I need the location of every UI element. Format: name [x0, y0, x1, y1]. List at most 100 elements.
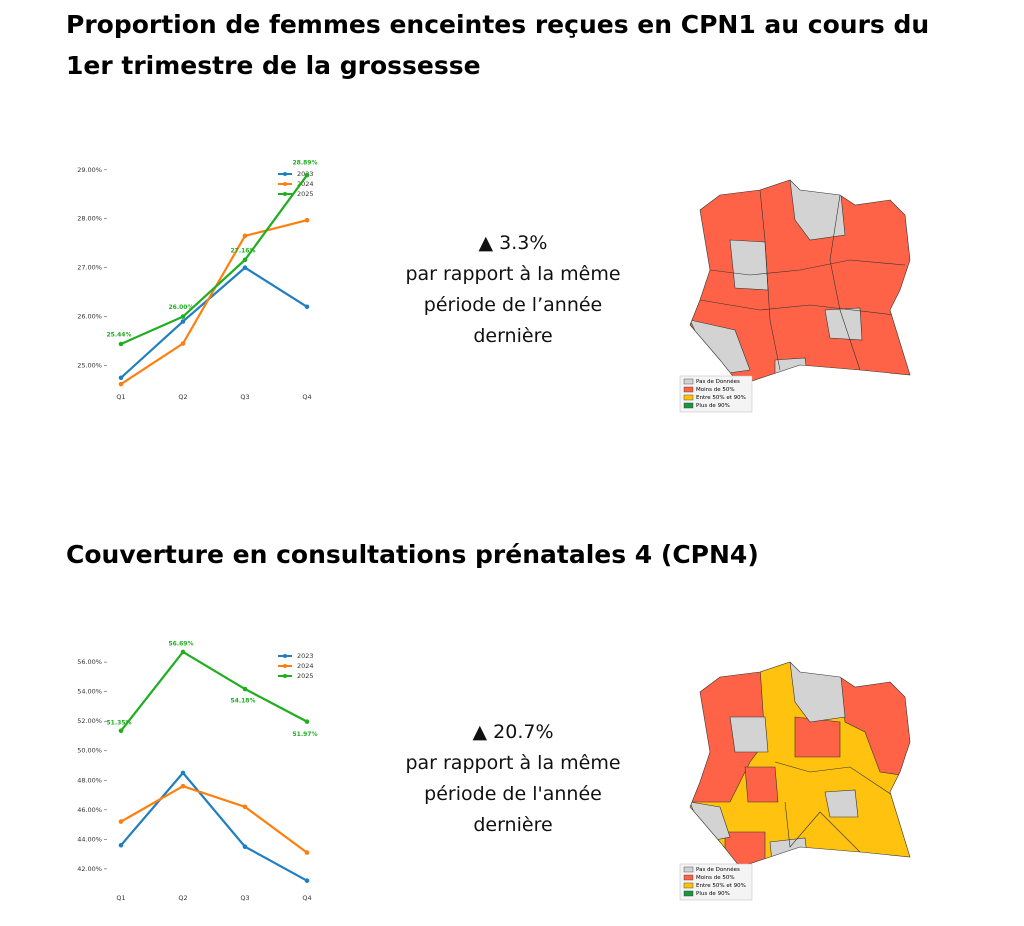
map-region — [769, 837, 809, 863]
data-point — [180, 314, 186, 319]
map-border — [829, 194, 861, 371]
data-point — [118, 819, 124, 824]
section-title: Couverture en consultations prénatales 4… — [66, 540, 759, 569]
legend-marker — [283, 674, 287, 678]
map: Pas de Données Moins de 50% Entre 50% et… — [679, 179, 911, 413]
x-tick-label: Q2 — [178, 894, 187, 902]
legend-swatch — [683, 394, 694, 401]
legend-label: 2023 — [297, 652, 314, 660]
data-point — [180, 341, 186, 346]
series-line — [120, 650, 308, 732]
data-point — [242, 265, 248, 270]
data-label: 25.44% — [107, 332, 132, 339]
legend-swatch — [683, 386, 694, 393]
legend-label: 2025 — [297, 190, 314, 198]
data-point — [180, 649, 186, 655]
data-point — [304, 304, 310, 310]
y-tick-label: 50.00% — [77, 747, 102, 755]
data-point — [242, 686, 248, 692]
y-tick-label: 54.00% — [77, 688, 102, 696]
legend-marker — [283, 192, 287, 196]
legend-label: Moins de 50% — [696, 387, 735, 393]
data-point — [242, 844, 248, 850]
legend-label: Entre 50% et 90% — [696, 883, 746, 889]
legend-marker — [283, 654, 287, 658]
legend-swatch — [683, 874, 694, 881]
data-point — [242, 257, 248, 263]
data-label: 51.97% — [293, 731, 318, 738]
data-point — [304, 172, 310, 178]
map-border — [759, 189, 781, 371]
map: Pas de Données Moins de 50% Entre 50% et… — [679, 661, 911, 901]
legend-swatch — [683, 890, 694, 897]
data-point — [304, 217, 310, 223]
map-region — [839, 671, 910, 778]
legend-swatch — [683, 866, 694, 873]
data-label: 56.69% — [169, 640, 194, 647]
map-region — [794, 716, 841, 758]
legend-label: 2024 — [297, 662, 314, 670]
x-tick-label: Q3 — [240, 894, 249, 902]
data-label: 27.16% — [231, 247, 256, 254]
legend-swatch — [683, 378, 694, 385]
series-line — [120, 219, 308, 386]
series-line — [120, 266, 308, 379]
section-title: Proportion de femmes enceintes reçues en… — [66, 10, 930, 80]
y-tick-label: 29.00% — [77, 166, 102, 174]
map-border — [784, 801, 861, 853]
series-line — [120, 174, 308, 346]
y-tick-label: 48.00% — [77, 776, 102, 784]
data-point — [118, 375, 124, 381]
x-tick-label: Q1 — [116, 894, 125, 902]
data-label: 51.35% — [107, 719, 132, 726]
legend-label: Pas de Données — [696, 866, 740, 873]
y-tick-label: 26.00% — [77, 313, 102, 321]
map-region — [824, 789, 859, 818]
data-point — [118, 728, 124, 734]
legend-swatch — [683, 882, 694, 889]
map-border — [699, 299, 896, 316]
data-point — [180, 783, 186, 789]
x-tick-label: Q1 — [116, 393, 125, 401]
data-label: 26.00% — [169, 304, 194, 311]
x-tick-label: Q2 — [178, 393, 187, 401]
legend-label: 2024 — [297, 180, 314, 188]
series-line — [120, 771, 308, 882]
map-region — [744, 766, 779, 803]
y-tick-label: 42.00% — [77, 865, 102, 873]
data-point — [304, 878, 310, 883]
change-value: ▲ 3.3% — [478, 232, 548, 254]
data-point — [242, 233, 248, 239]
legend-label: Pas de Données — [696, 378, 740, 385]
legend-label: Entre 50% et 90% — [696, 395, 746, 401]
change-block: ▲ 20.7% par rapport à la même période de… — [393, 717, 633, 841]
y-tick-label: 52.00% — [77, 717, 102, 725]
map-border — [709, 259, 906, 276]
y-tick-label: 46.00% — [77, 806, 102, 814]
x-tick-label: Q3 — [240, 393, 249, 401]
y-tick-label: 44.00% — [77, 835, 102, 843]
map-outline — [689, 179, 911, 386]
data-label: 28.89% — [293, 160, 318, 167]
legend-swatch — [683, 402, 694, 409]
y-tick-label: 27.00% — [77, 264, 102, 272]
change-note: par rapport à la même période de l’année… — [405, 263, 621, 347]
legend-label: Moins de 50% — [696, 875, 735, 881]
data-point — [118, 341, 124, 347]
legend-label: 2025 — [297, 672, 314, 680]
x-tick-label: Q4 — [302, 894, 311, 902]
map-region — [729, 239, 769, 291]
data-label: 54.18% — [231, 698, 256, 705]
change-block: ▲ 3.3% par rapport à la même période de … — [393, 228, 633, 352]
data-point — [304, 719, 310, 724]
data-point — [118, 381, 124, 387]
series-line — [120, 784, 308, 854]
map-outline — [689, 661, 911, 868]
legend-marker — [283, 172, 287, 176]
legend-label: Plus de 90% — [696, 403, 730, 409]
map-border — [774, 761, 896, 798]
map-region — [729, 716, 769, 753]
y-tick-label: 28.00% — [77, 215, 102, 223]
